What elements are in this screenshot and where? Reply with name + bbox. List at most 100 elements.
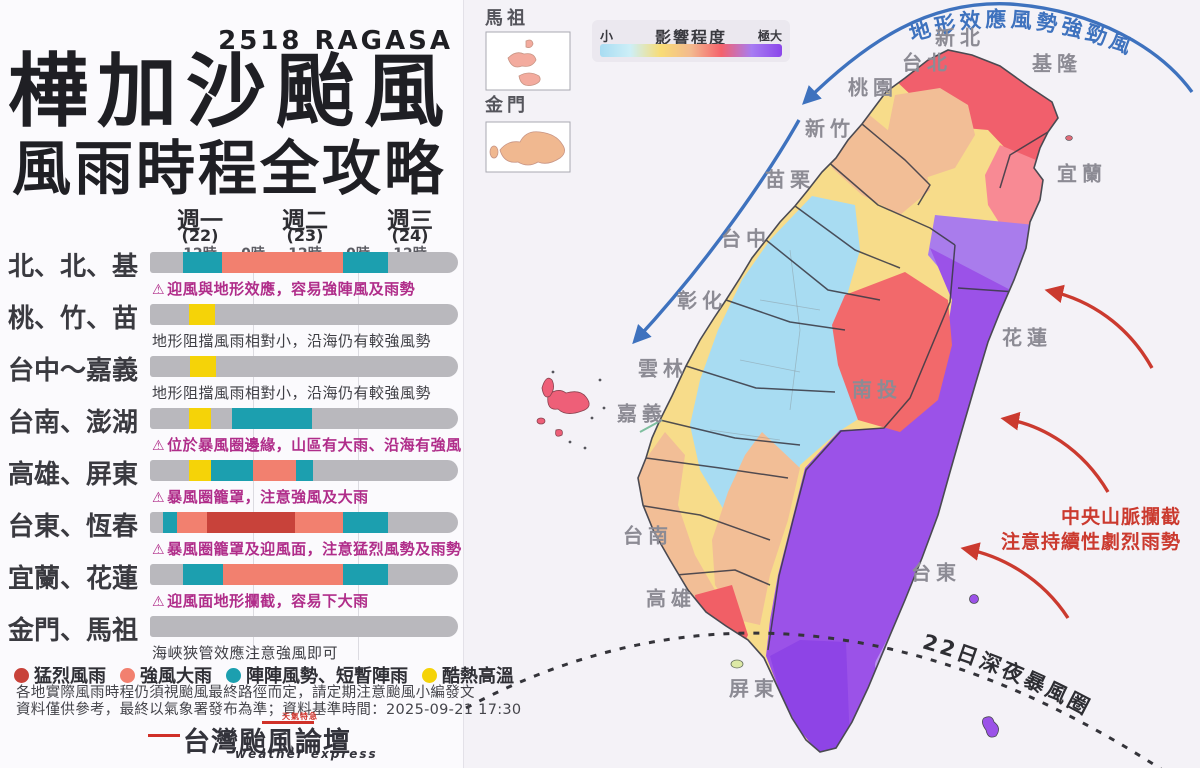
timeline-bar: [150, 564, 458, 585]
impact-scale-title: 影響程度: [654, 28, 727, 47]
bar-segment: [343, 564, 389, 585]
orographic-rain-arrows: [960, 284, 1154, 619]
orographic-rain-note: 中央山脈攔截 注意持續性劇烈雨勢: [1001, 505, 1181, 555]
row-note-text: 暴風圈籠罩，注意強風及大雨: [167, 488, 369, 506]
bar-segment: [206, 512, 296, 533]
bar-segment: [231, 408, 312, 429]
legend-label: 酷熱高溫: [442, 666, 514, 687]
city-label: 新北: [935, 25, 985, 50]
row-note-text: 海峽狹管效應注意強風即可: [152, 644, 339, 662]
timeline-date-label: (24): [391, 226, 429, 245]
row-note-text: 地形阻擋風雨相對小，沿海仍有較強風勢: [152, 332, 432, 350]
timeline-gridline: [253, 248, 254, 660]
city-label: 雲林: [638, 356, 688, 381]
storm-code: 2518 RAGASA: [218, 26, 453, 56]
timeline-gridline: [358, 248, 359, 660]
timeline-date-label: (22): [181, 226, 219, 245]
row-note: ⚠ 暴風圈籠罩，注意強風及大雨: [152, 486, 369, 507]
timeline-day-label: 週一: [177, 208, 223, 234]
warning-icon: ⚠: [152, 490, 166, 506]
city-label: 南投: [852, 377, 902, 402]
city-label: 屏東: [729, 676, 779, 701]
matsu-inset: [485, 31, 571, 91]
city-label: 嘉義: [617, 401, 667, 426]
city-label: 台北: [902, 50, 952, 75]
inset-label: 馬祖: [485, 8, 529, 29]
legend-item: 猛烈風雨: [14, 662, 106, 688]
row-note-text: 地形阻擋風雨相對小，沿海仍有較強風勢: [152, 384, 432, 402]
legend-color-dot: [120, 667, 135, 683]
logo-name: 台灣颱風論壇: [183, 727, 351, 758]
row-note: ⚠ 迎風面地形攔截，容易下大雨: [152, 590, 369, 611]
region-label: 宜蘭、花蓮: [8, 564, 139, 594]
bar-segment: [182, 564, 223, 585]
legend-label: 猛烈風雨: [34, 666, 106, 687]
bar-segment: [343, 252, 389, 273]
warning-icon: ⚠: [152, 438, 166, 454]
condition-legend: 猛烈風雨 強風大雨 陣陣風勢、短暫陣雨 酷熱高溫: [14, 662, 514, 688]
region-label: 台南、澎湖: [8, 408, 139, 438]
logo-tagline: 天氣特急: [282, 712, 318, 721]
bar-segment: [189, 356, 216, 377]
legend-item: 陣陣風勢、短暫陣雨: [226, 662, 408, 688]
disclaimer-line1: 各地實際風雨時程仍須視颱風最終路徑而定，請定期注意颱風小編發文: [16, 685, 475, 701]
green-island: [969, 594, 979, 604]
timeline-bar: [150, 408, 458, 429]
orchid-island: [982, 716, 999, 738]
city-label: 基隆: [1032, 51, 1082, 76]
impact-scale-legend: 小 影響程度 極大: [592, 20, 790, 62]
region-label: 台東、恆春: [8, 512, 139, 542]
legend-color-dot: [422, 667, 437, 683]
region-label: 台中～嘉義: [8, 356, 139, 386]
bar-segment: [189, 460, 211, 481]
city-label: 台東: [911, 560, 961, 585]
page-title: 樺加沙颱風: [8, 45, 453, 138]
legend-color-dot: [226, 667, 241, 683]
city-label: 高雄: [646, 586, 696, 611]
row-note-text: 位於暴風圈邊緣，山區有大雨、沿海有強風: [167, 436, 462, 454]
timeline-bar: [150, 616, 458, 637]
row-note: ⚠ 迎風與地形效應，容易強陣風及雨勢: [152, 278, 415, 299]
bar-segment: [182, 252, 223, 273]
row-note: ⚠ 位於暴風圈邊緣，山區有大雨、沿海有強風: [152, 434, 462, 455]
timeline-bar: [150, 512, 458, 533]
bar-segment: [252, 460, 296, 481]
logo-dash-line: [148, 734, 180, 737]
liuqiu-island: [730, 659, 744, 669]
terrain-wind-arrows: [632, 2, 1194, 345]
storm-circle-dashed-arc: [465, 631, 1162, 768]
timeline-chart: 週一(22)週二(23)週三(24)12時0時12時0時12時北、北、基⚠迎風與…: [0, 0, 464, 768]
row-note-text: 迎風與地形效應，容易強陣風及雨勢: [167, 280, 416, 298]
legend-label: 陣陣風勢、短暫陣雨: [246, 666, 408, 687]
row-note: 地形阻擋風雨相對小，沿海仍有較強風勢: [152, 382, 431, 403]
orographic-rain-note-line1: 中央山脈攔截: [1060, 506, 1181, 528]
logo-tagline-underline: [262, 721, 314, 724]
bar-segment: [210, 460, 253, 481]
timeline-panel: 2518 RAGASA 樺加沙颱風 風雨時程全攻略 週一 (22) 週二 (23) 週三…: [0, 0, 521, 768]
city-label: 花蓮: [1002, 325, 1052, 350]
timeline-bar: [150, 460, 458, 481]
bar-segment: [189, 408, 211, 429]
region-label: 金門、馬祖: [8, 616, 139, 646]
legend-label: 強風大雨: [140, 666, 212, 687]
legend-item: 強風大雨: [120, 662, 212, 688]
timeline-day-label: 週二: [282, 208, 328, 234]
logo-subtitle: weather express: [235, 747, 378, 761]
region-label: 北、北、基: [8, 252, 139, 282]
city-label: 宜蘭: [1057, 161, 1107, 186]
timeline-day-label: 週三: [387, 208, 433, 234]
inset-label: 金門: [485, 95, 529, 116]
penghu-islands: [536, 377, 590, 437]
bar-segment: [189, 304, 216, 325]
row-note-text: 迎風面地形攔截，容易下大雨: [167, 592, 369, 610]
row-note: 海峽狹管效應注意強風即可: [152, 642, 338, 663]
kinmen-inset: [485, 121, 571, 173]
offshore-islands: [536, 135, 1073, 738]
orographic-rain-note-line2: 注意持續性劇烈雨勢: [1000, 531, 1181, 553]
timeline-bar: [150, 356, 458, 377]
legend-color-dot: [14, 667, 29, 683]
bar-segment: [177, 512, 207, 533]
impact-min-label: 小: [600, 30, 614, 45]
city-label: 苗栗: [765, 167, 815, 192]
